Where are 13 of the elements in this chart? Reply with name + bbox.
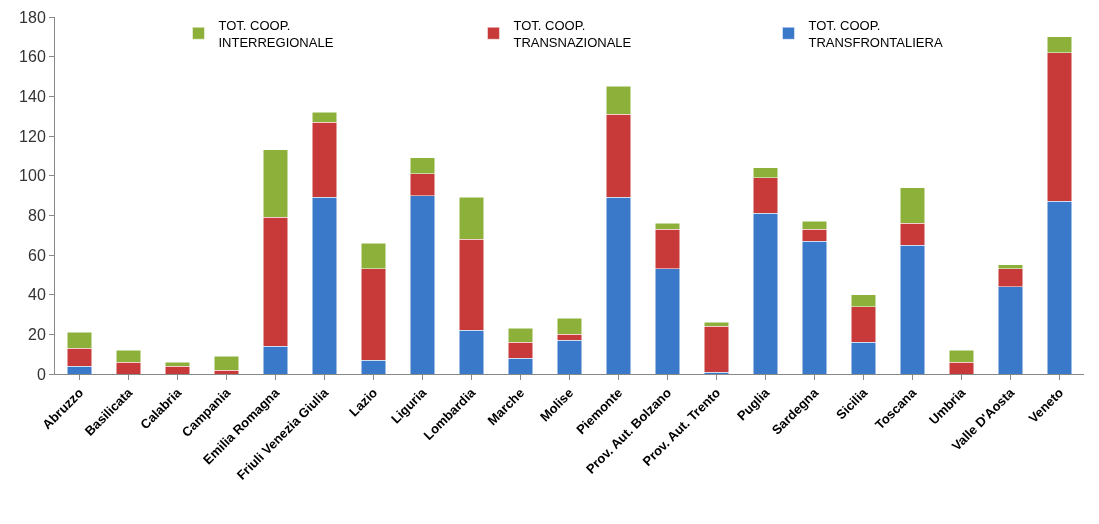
y-tick-label: 120 bbox=[19, 127, 46, 145]
legend-label: TOT. COOP. INTERREGIONALE bbox=[218, 17, 334, 50]
y-tick-label: 60 bbox=[28, 246, 46, 264]
y-tick-label: 20 bbox=[28, 325, 46, 343]
y-tick-label: 80 bbox=[28, 206, 46, 224]
y-tick-label: 140 bbox=[19, 87, 46, 105]
y-tick-label: 160 bbox=[19, 48, 46, 66]
y-tick-label: 180 bbox=[19, 8, 46, 26]
y-tick-label: 0 bbox=[36, 365, 46, 383]
legend-label: TOT. COOP. TRANSNAZIONALE bbox=[513, 17, 632, 50]
y-tick-label: 40 bbox=[28, 286, 46, 304]
y-tick-label: 100 bbox=[19, 167, 46, 185]
legend-label: TOT. COOP. TRANSFRONTALIERA bbox=[808, 17, 943, 50]
